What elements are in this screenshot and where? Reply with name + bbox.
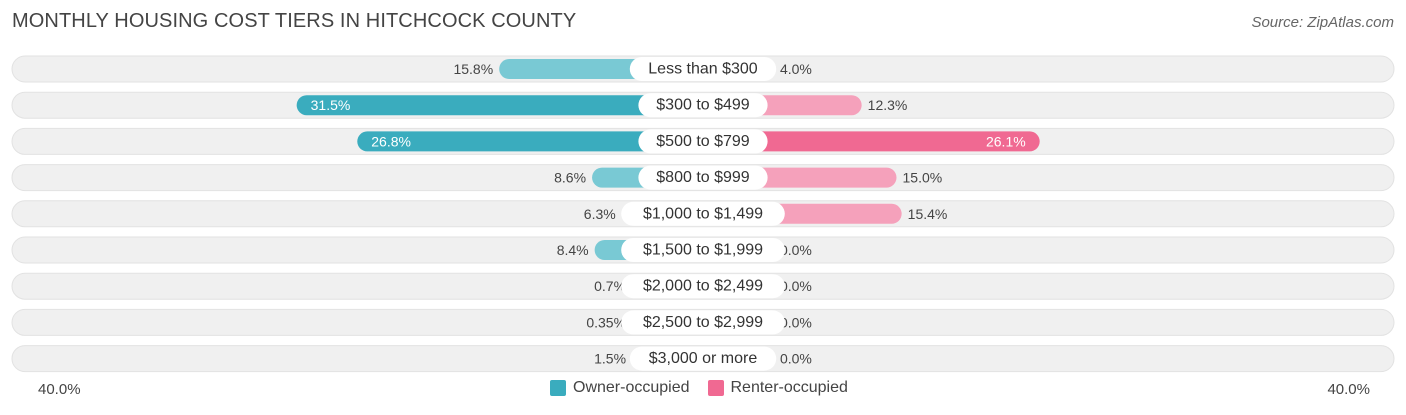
category-label: $1,500 to $1,999 bbox=[643, 242, 763, 259]
category-pill bbox=[621, 274, 785, 299]
category-pill bbox=[621, 310, 785, 335]
category-label: $2,500 to $2,999 bbox=[643, 314, 763, 331]
value-label-renter: 15.4% bbox=[908, 206, 948, 222]
category-label: $3,000 or more bbox=[649, 350, 758, 367]
value-label-owner: 6.3% bbox=[584, 206, 616, 222]
value-label-owner: 0.35% bbox=[586, 314, 626, 330]
value-label-renter: 12.3% bbox=[868, 97, 908, 113]
axis-left-label: 40.0% bbox=[38, 381, 81, 398]
legend-label-renter: Renter-occupied bbox=[730, 379, 848, 396]
legend-label-owner: Owner-occupied bbox=[573, 379, 690, 396]
bar-renter bbox=[703, 131, 1040, 152]
category-pill bbox=[638, 129, 768, 154]
legend-swatch-owner bbox=[550, 380, 566, 396]
chart-title: MONTHLY HOUSING COST TIERS IN HITCHCOCK … bbox=[12, 10, 577, 32]
category-pill bbox=[638, 93, 768, 118]
legend-swatch-renter bbox=[707, 380, 724, 396]
category-label: $2,000 to $2,499 bbox=[643, 278, 763, 295]
legend-item-renter[interactable]: Renter-occupied bbox=[707, 379, 848, 397]
bar-owner bbox=[296, 95, 703, 116]
value-label-renter: 26.1% bbox=[986, 133, 1026, 149]
category-label: $300 to $499 bbox=[656, 97, 750, 114]
value-label-renter: 15.0% bbox=[903, 170, 943, 186]
axis-right-label: 40.0% bbox=[1327, 381, 1370, 398]
category-label: Less than $300 bbox=[648, 61, 758, 78]
category-label: $500 to $799 bbox=[656, 133, 750, 150]
source-label: Source: ZipAtlas.com bbox=[1251, 14, 1394, 31]
value-label-owner: 15.8% bbox=[453, 61, 493, 77]
value-label-owner: 8.4% bbox=[557, 242, 589, 258]
legend: Owner-occupied Renter-occupied bbox=[550, 379, 848, 397]
value-label-owner: 1.5% bbox=[594, 351, 626, 367]
value-label-renter: 0.0% bbox=[780, 351, 812, 367]
category-pill bbox=[629, 346, 777, 371]
category-pill bbox=[629, 57, 777, 81]
legend-item-owner[interactable]: Owner-occupied bbox=[550, 379, 690, 397]
value-label-owner: 0.7% bbox=[594, 278, 626, 294]
category-pill bbox=[638, 165, 768, 190]
category-pill bbox=[621, 201, 785, 226]
value-label-owner: 31.5% bbox=[311, 97, 351, 113]
category-label: $800 to $999 bbox=[656, 169, 750, 186]
value-label-owner: 26.8% bbox=[371, 133, 411, 149]
value-label-renter: 4.0% bbox=[780, 61, 812, 77]
bar-owner bbox=[357, 131, 703, 152]
value-label-renter: 0.0% bbox=[780, 314, 812, 330]
category-label: $1,000 to $1,499 bbox=[643, 205, 763, 222]
value-label-owner: 8.6% bbox=[554, 170, 586, 186]
value-label-renter: 0.0% bbox=[780, 242, 812, 258]
value-label-renter: 0.0% bbox=[780, 278, 812, 294]
category-pill bbox=[621, 238, 785, 262]
